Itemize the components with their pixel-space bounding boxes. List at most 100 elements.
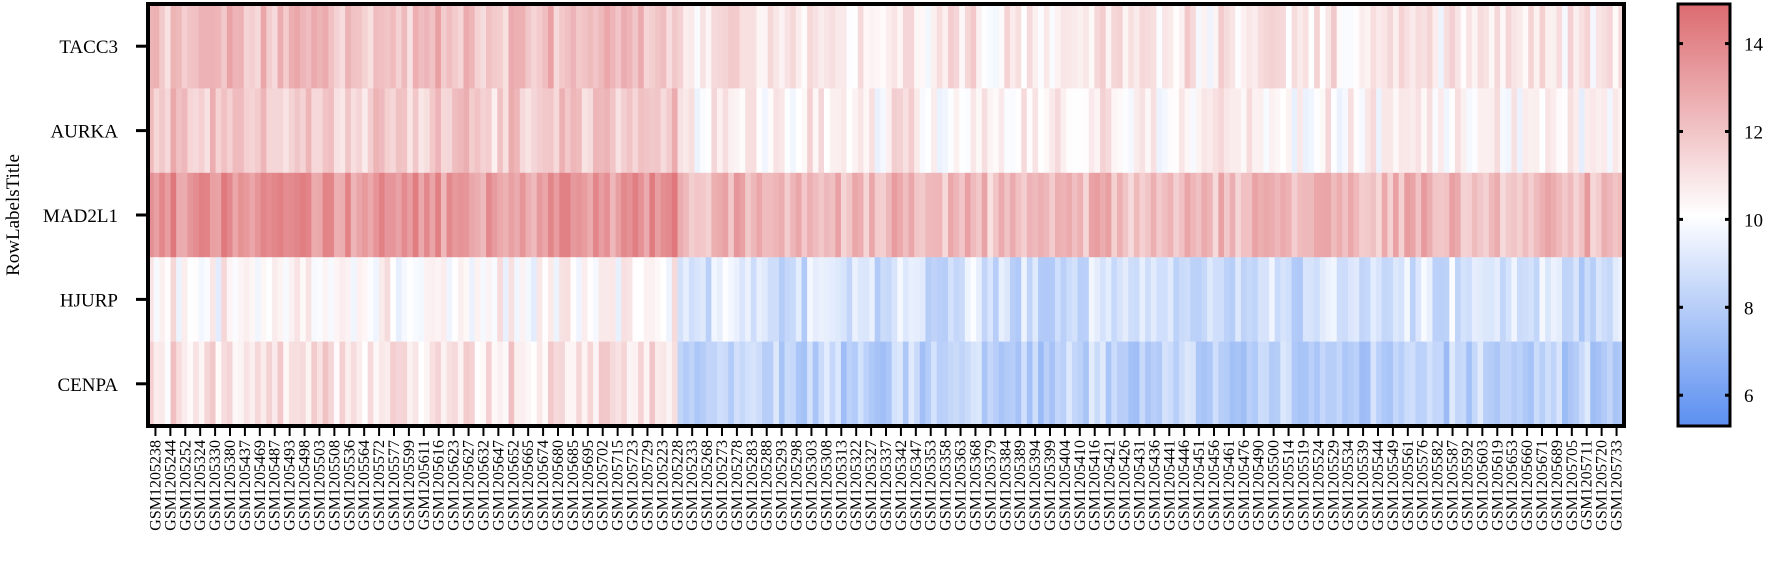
colorbar-tick-label: 8 xyxy=(1744,298,1754,319)
heatmap-cell xyxy=(897,88,904,174)
heatmap-cell xyxy=(1094,88,1101,174)
heatmap-cell xyxy=(553,4,560,89)
heatmap-cell xyxy=(1291,257,1298,343)
heatmap-cell xyxy=(1128,172,1135,258)
heatmap-cell xyxy=(908,88,915,174)
heatmap-cell xyxy=(480,341,487,427)
heatmap-cell xyxy=(1162,257,1169,343)
heatmap-cell xyxy=(452,257,459,343)
heatmap-cell xyxy=(1167,257,1174,343)
heatmap-cell xyxy=(440,172,448,258)
heatmap-cell xyxy=(609,257,617,343)
heatmap-cell xyxy=(531,88,538,174)
heatmap-cell xyxy=(378,341,386,427)
heatmap-cell xyxy=(829,341,836,427)
heatmap-cell xyxy=(1184,88,1191,174)
heatmap-cell xyxy=(204,4,211,89)
heatmap-cell xyxy=(795,341,803,427)
heatmap-cell xyxy=(756,4,763,89)
heatmap-cell xyxy=(812,88,819,174)
x-tick-label: GSM1205711 xyxy=(1579,440,1596,530)
heatmap-cell xyxy=(1032,88,1039,174)
heatmap-cell xyxy=(249,257,256,343)
heatmap-cell xyxy=(1218,257,1225,343)
heatmap-cell xyxy=(784,4,791,89)
heatmap-cell xyxy=(778,172,786,258)
heatmap-cell xyxy=(570,172,577,258)
heatmap-cell xyxy=(547,88,555,174)
heatmap-cell xyxy=(1004,257,1011,343)
heatmap-cell xyxy=(649,88,656,174)
heatmap-cell xyxy=(514,172,521,258)
heatmap-cell xyxy=(773,257,780,343)
heatmap-cell xyxy=(193,4,200,89)
heatmap-cell xyxy=(536,172,543,258)
heatmap-cell xyxy=(170,341,177,427)
heatmap-cell xyxy=(491,257,498,343)
heatmap-cell xyxy=(1167,88,1174,174)
heatmap-cell xyxy=(638,341,645,427)
heatmap-cell xyxy=(886,257,893,343)
heatmap-cell xyxy=(1393,341,1400,427)
heatmap-cell xyxy=(1336,257,1343,343)
heatmap-cell xyxy=(209,341,217,427)
heatmap-cell xyxy=(1224,257,1231,343)
heatmap-cell xyxy=(964,4,972,89)
heatmap-cell xyxy=(1398,172,1405,258)
heatmap-cell xyxy=(829,257,836,343)
heatmap-cell xyxy=(750,4,758,89)
heatmap-cell xyxy=(947,4,955,89)
heatmap-cell xyxy=(384,172,391,258)
heatmap-cell xyxy=(626,341,634,427)
heatmap-cell xyxy=(446,341,453,427)
x-tick-label: GSM1205313 xyxy=(833,440,850,531)
heatmap-cell xyxy=(1100,172,1107,258)
heatmap-cell xyxy=(486,172,493,258)
heatmap-cell xyxy=(711,341,718,427)
heatmap-cell xyxy=(953,341,960,427)
heatmap-cell xyxy=(1162,341,1169,427)
row-label: CENPA xyxy=(57,375,118,396)
heatmap-cell xyxy=(181,257,189,343)
heatmap-cell xyxy=(807,257,814,343)
heatmap-cell xyxy=(1201,4,1208,89)
heatmap-cell xyxy=(435,172,442,258)
heatmap-cell xyxy=(260,257,267,343)
heatmap-cell xyxy=(559,172,566,258)
heatmap-cell xyxy=(688,172,696,258)
heatmap-cell xyxy=(1353,341,1360,427)
heatmap-cell xyxy=(1269,4,1276,89)
heatmap-cell xyxy=(1545,88,1552,174)
x-tick-label: GSM1205353 xyxy=(923,440,940,531)
heatmap-cell xyxy=(1178,88,1186,174)
heatmap-cell xyxy=(1122,341,1129,427)
heatmap-cell xyxy=(925,4,932,89)
heatmap-cell xyxy=(824,172,831,258)
heatmap-cell xyxy=(412,4,420,89)
heatmap-cell xyxy=(1263,4,1270,89)
heatmap-cell xyxy=(1088,257,1096,343)
heatmap-cell xyxy=(1167,172,1174,258)
heatmap-cell xyxy=(412,88,420,174)
heatmap-cell xyxy=(795,4,803,89)
heatmap-cell xyxy=(350,341,358,427)
heatmap-cell xyxy=(1573,88,1580,174)
heatmap-cell xyxy=(1494,341,1501,427)
heatmap-cell xyxy=(401,88,408,174)
heatmap-cell xyxy=(407,257,414,343)
x-tick-label: GSM1205623 xyxy=(446,440,463,531)
heatmap-cell xyxy=(1331,4,1338,89)
heatmap-cell xyxy=(936,172,943,258)
heatmap-cell xyxy=(1133,172,1141,258)
heatmap-cell xyxy=(429,4,436,89)
x-tick-label: GSM1205303 xyxy=(803,440,820,531)
heatmap-cell xyxy=(412,341,420,427)
heatmap-cell xyxy=(277,341,284,427)
heatmap-cell xyxy=(626,172,634,258)
heatmap-cell xyxy=(446,257,453,343)
heatmap-cell xyxy=(722,172,729,258)
heatmap-cell xyxy=(317,257,324,343)
heatmap-cell xyxy=(187,88,194,174)
heatmap-cell xyxy=(942,4,949,89)
